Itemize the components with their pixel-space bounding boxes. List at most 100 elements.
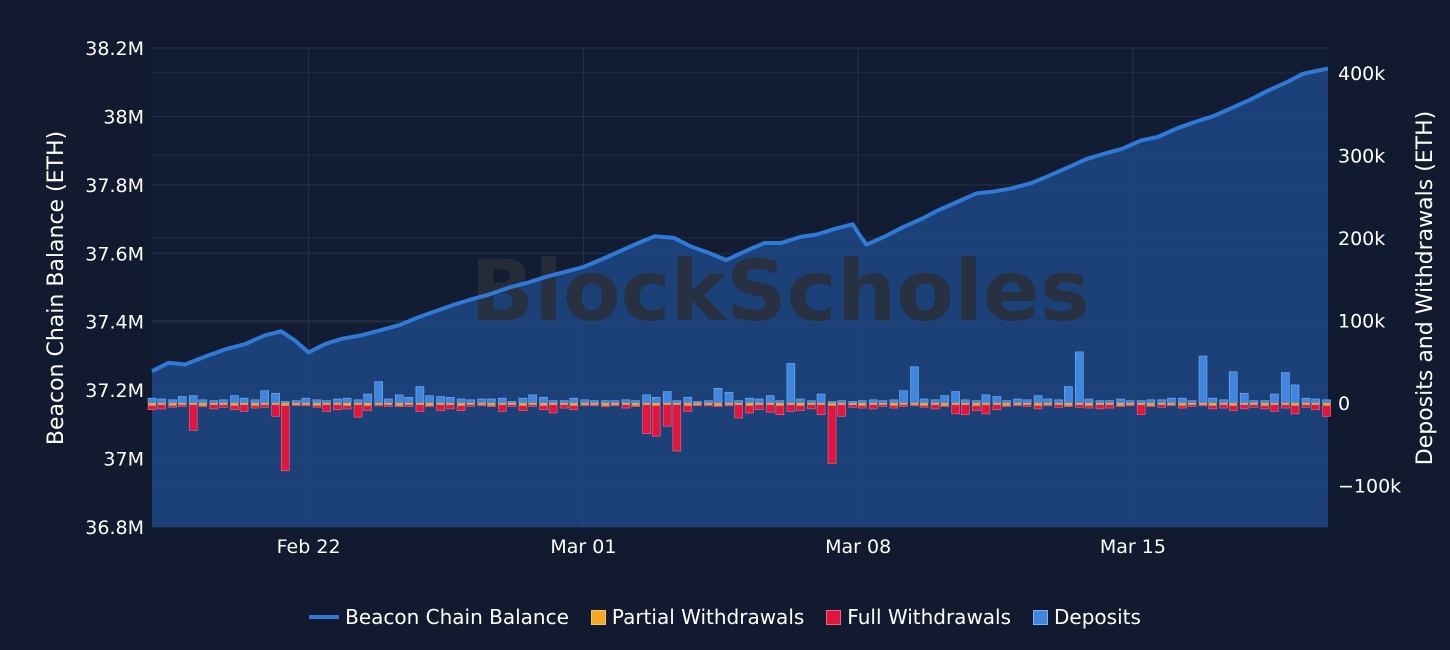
deposit-bar (621, 399, 631, 404)
full-withdrawal-bar (507, 404, 517, 407)
full-withdrawal-bar (642, 404, 651, 434)
partial-withdrawal-bar (363, 403, 372, 406)
full-withdrawal-bar (1033, 405, 1043, 410)
right-axis-title: Deposits and Withdrawals (ETH) (1413, 111, 1438, 465)
deposit-bar (1075, 351, 1084, 404)
deposit-bar (631, 400, 640, 404)
partial-withdrawal-bar (869, 403, 878, 405)
partial-withdrawal-bar (292, 403, 301, 405)
deposit-bar (1022, 399, 1032, 404)
deposit-bar (1043, 398, 1053, 404)
watermark: BlockScholes (470, 242, 1090, 340)
legend-item-deposits[interactable]: Deposits (1033, 605, 1141, 629)
full-withdrawal-bar (188, 404, 198, 431)
full-withdrawal-bar (168, 405, 177, 408)
partial-withdrawal-bar (631, 403, 640, 406)
deposit-bar (518, 397, 528, 404)
partial-withdrawal-bar (343, 403, 352, 406)
full-withdrawal-bar (498, 404, 507, 412)
full-withdrawal-bar (445, 404, 455, 410)
deposit-bar (724, 392, 734, 404)
full-withdrawal-bar (147, 405, 157, 411)
partial-withdrawal-bar (601, 403, 610, 406)
legend-label: Deposits (1054, 605, 1141, 629)
full-withdrawal-bar (1208, 405, 1217, 410)
full-withdrawal-bar (1157, 404, 1167, 408)
full-withdrawal-bar (981, 404, 991, 415)
partial-withdrawal-bar (230, 403, 239, 406)
partial-withdrawal-bar (931, 403, 940, 405)
x-tick-label: Feb 22 (277, 536, 341, 558)
left-tick-label: 37.2M (85, 380, 144, 402)
partial-withdrawal-bar (1270, 403, 1279, 405)
deposit-bar (342, 397, 352, 404)
full-withdrawal-bar (425, 405, 434, 407)
full-withdrawal-bar (1054, 404, 1064, 408)
deposit-bar (445, 397, 455, 404)
deposit-bar (1249, 400, 1259, 404)
partial-withdrawal-bar (466, 403, 475, 405)
partial-withdrawal-bar (404, 403, 413, 405)
deposit-bar (333, 398, 342, 404)
full-withdrawal-bar (610, 404, 620, 407)
partial-withdrawal-bar (725, 403, 734, 405)
partial-withdrawal-bar (271, 403, 280, 405)
full-withdrawal-bar (404, 404, 414, 407)
partial-withdrawal-bar (1249, 403, 1258, 405)
deposit-bar (1219, 399, 1228, 404)
x-tick-label: Mar 01 (550, 536, 616, 558)
full-withdrawal-bar (961, 404, 970, 415)
full-withdrawal-bar (807, 404, 816, 410)
full-withdrawal-bar (518, 405, 528, 411)
partial-withdrawal-bar (683, 403, 692, 406)
partial-withdrawal-bar (301, 403, 310, 405)
deposit-bar (796, 398, 805, 404)
full-withdrawal-bar (1002, 405, 1011, 407)
partial-withdrawal-bar (157, 403, 166, 405)
legend-item-balance[interactable]: Beacon Chain Balance (309, 605, 569, 629)
partial-withdrawal-bar (333, 403, 342, 405)
full-withdrawal-bar (1125, 404, 1135, 407)
deposit-bar (1054, 399, 1064, 404)
partial-withdrawal-bar (766, 403, 775, 405)
legend-item-full-withdrawals[interactable]: Full Withdrawals (826, 605, 1011, 629)
legend-swatch (590, 609, 606, 625)
partial-withdrawal-bar (1281, 403, 1290, 405)
full-withdrawal-bar (1249, 404, 1259, 408)
partial-withdrawal-bar (1023, 403, 1032, 405)
legend-label: Partial Withdrawals (611, 605, 805, 629)
partial-withdrawal-bar (1095, 403, 1104, 405)
deposit-bar (816, 393, 826, 404)
partial-withdrawal-bar (260, 403, 269, 405)
deposit-bar (383, 398, 393, 404)
deposit-bar (651, 397, 661, 404)
deposit-bar (754, 398, 764, 404)
deposit-bar (775, 400, 785, 404)
full-withdrawal-bar (734, 404, 743, 419)
right-tick-label: 100k (1338, 311, 1385, 333)
deposit-bar (919, 398, 929, 404)
left-axis-title: Beacon Chain Balance (ETH) (44, 131, 69, 445)
full-withdrawal-bar (301, 404, 311, 407)
partial-withdrawal-bar (837, 403, 846, 405)
full-withdrawal-bar (1022, 404, 1032, 407)
full-withdrawal-bar (1136, 404, 1146, 415)
partial-withdrawal-bar (621, 403, 630, 405)
full-withdrawal-bar (198, 405, 208, 407)
full-withdrawal-bar (209, 404, 219, 410)
deposit-bar (1322, 399, 1331, 404)
partial-withdrawal-bar (209, 403, 218, 405)
partial-withdrawal-bar (920, 403, 929, 406)
full-withdrawal-bar (415, 404, 425, 412)
full-withdrawal-bar (754, 404, 764, 411)
full-withdrawal-bar (745, 405, 754, 414)
deposit-bar (1301, 397, 1311, 404)
deposit-bar (209, 400, 219, 404)
full-withdrawal-bar (569, 405, 579, 411)
full-withdrawal-bar (951, 404, 960, 415)
partial-withdrawal-bar (446, 403, 455, 405)
deposit-bar (271, 392, 280, 404)
legend-item-partial-withdrawals[interactable]: Partial Withdrawals (590, 605, 805, 629)
deposit-bar (745, 397, 754, 404)
partial-withdrawal-bar (1219, 403, 1228, 405)
